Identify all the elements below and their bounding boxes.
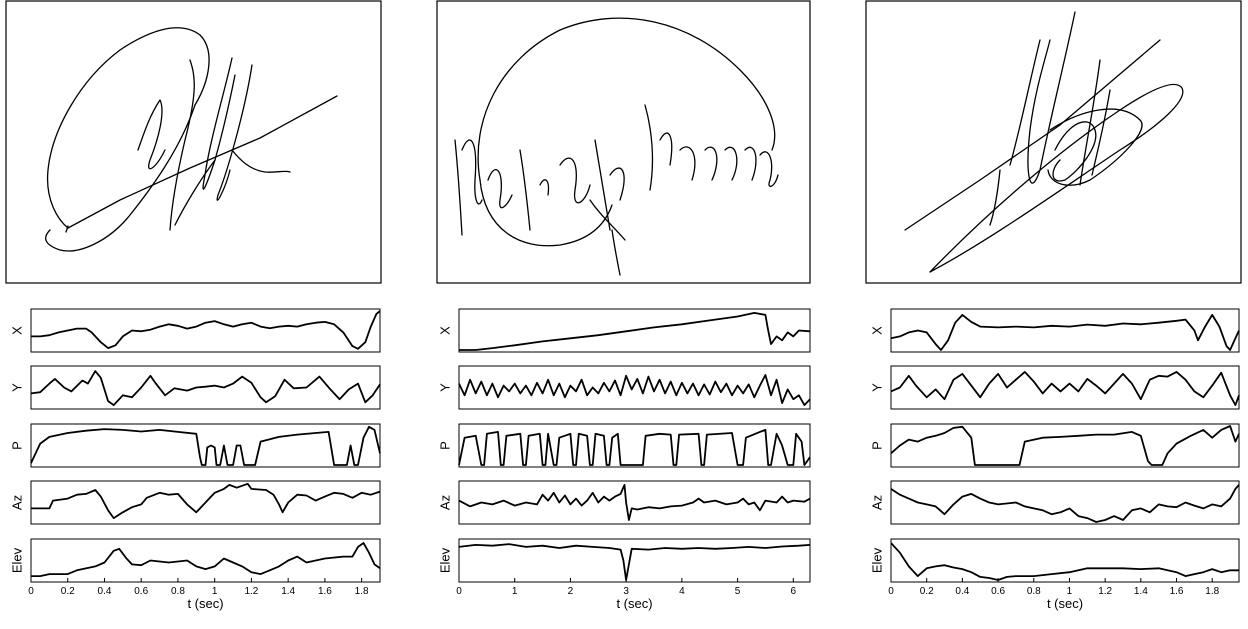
y-axis-label: Az [869,495,884,510]
series-line-y [458,374,811,406]
x-tick-label: 0.2 [920,586,934,597]
x-tick-label: 1.6 [318,586,332,597]
panel-frame [890,538,1240,583]
y-axis-label: X [9,326,24,335]
y-axis-label: Az [437,495,452,510]
panel-2-y: Y [437,365,811,410]
panel-3-x: X [869,308,1240,353]
series-line-y [30,370,381,406]
panel-1-elev: Elev 0 0.2 0.4 0.6 0.8 1 1.2 1.4 1.6 1.8 t (sec) [9,538,381,611]
series-line-y [890,371,1240,406]
panel-1-p: P [9,423,381,468]
y-axis-label: Y [869,383,884,392]
panel-2-elev: Elev 0 1 2 3 4 5 6 t (sec) [437,538,811,611]
series-line-p [458,429,811,466]
series-line-az [31,482,381,519]
series-line-x [31,310,381,350]
x-tick-label: 0.4 [98,586,112,597]
y-axis-label: P [437,441,452,450]
x-tick-label: 0.8 [171,586,185,597]
x-tick-label: 0.4 [955,586,969,597]
panel-3-elev: Elev 0 0.2 0.4 0.6 0.8 1 1.2 1.4 1.6 1.8 t (sec) [869,538,1240,611]
x-tick-label: 0 [28,586,34,597]
panel-frame [890,480,1240,525]
x-tick-label: 1.8 [355,586,369,597]
x-tick-label: 0 [456,586,462,597]
panel-frame [890,423,1240,468]
x-tick-label: 6 [791,586,797,597]
y-axis-label: Elev [9,547,24,573]
panel-3-y: Y [869,365,1240,410]
x-tick-label: 1.2 [1098,586,1112,597]
y-axis-label: Az [9,495,24,510]
series-line-p [30,425,381,466]
x-axis-label: t (sec) [187,596,223,611]
series-line-elev [890,542,1239,581]
x-tick-label: 0.2 [61,586,75,597]
series-line-p [890,425,1240,466]
panel-2-az: Az [437,480,811,525]
x-axis-label: t (sec) [1047,596,1083,611]
x-axis-label: t (sec) [616,596,652,611]
panel-1-az: Az [9,480,381,525]
panel-frame [30,538,381,583]
y-axis-label: Elev [869,547,884,573]
panel-3-az: Az [869,480,1240,525]
x-tick-label: 1.8 [1205,586,1219,597]
panel-3-p: P [869,423,1240,468]
panel-frame [30,423,381,468]
panel-1-x: X [9,308,381,353]
signature-image-2 [436,0,811,284]
x-tick-label: 4 [679,586,685,597]
x-tick-label: 3 [623,586,629,597]
panel-frame [458,480,811,525]
series-line-az [458,484,811,521]
y-axis-label: X [869,326,884,335]
x-tick-label: 0.6 [134,586,148,597]
signature-image-3 [865,0,1242,284]
x-tick-label: 1.4 [281,586,295,597]
series-line-elev [31,542,381,577]
x-tick-label: 5 [735,586,741,597]
signature-image-1 [5,0,382,284]
x-tick-label: 1.6 [1170,586,1184,597]
panel-frame [458,365,811,410]
series-line-elev [458,543,811,581]
y-axis-label: Elev [437,547,452,573]
x-tick-label: 1.4 [1134,586,1148,597]
x-tick-label: 1 [212,586,218,597]
panel-1-y: Y [9,365,381,410]
x-tick-label: 0.8 [1027,586,1041,597]
y-axis-label: P [869,441,884,450]
panel-frame [30,308,381,353]
time-series-panels: X Y P Az Elev 0 0.2 0.4 0.6 0.8 1 1.2 1.4 1.6 1.8 t (se… [9,308,1240,611]
y-axis-label: Y [437,383,452,392]
panel-2-x: X [437,308,811,353]
x-tick-label: 1 [512,586,518,597]
panel-frame [30,365,381,410]
x-tick-label: 0 [888,586,894,597]
panel-frame [458,538,811,583]
panel-2-p: P [437,423,811,468]
y-axis-label: P [9,441,24,450]
y-axis-label: Y [9,383,24,392]
x-tick-label: 1.2 [244,586,258,597]
y-axis-label: X [437,326,452,335]
series-line-x [890,314,1240,351]
panel-frame [30,480,381,525]
x-tick-label: 1 [1067,586,1073,597]
x-tick-label: 0.6 [991,586,1005,597]
panel-frame [890,365,1240,410]
series-line-az [890,484,1240,523]
panel-frame [458,423,811,468]
x-tick-label: 2 [568,586,574,597]
series-line-x [459,312,811,351]
